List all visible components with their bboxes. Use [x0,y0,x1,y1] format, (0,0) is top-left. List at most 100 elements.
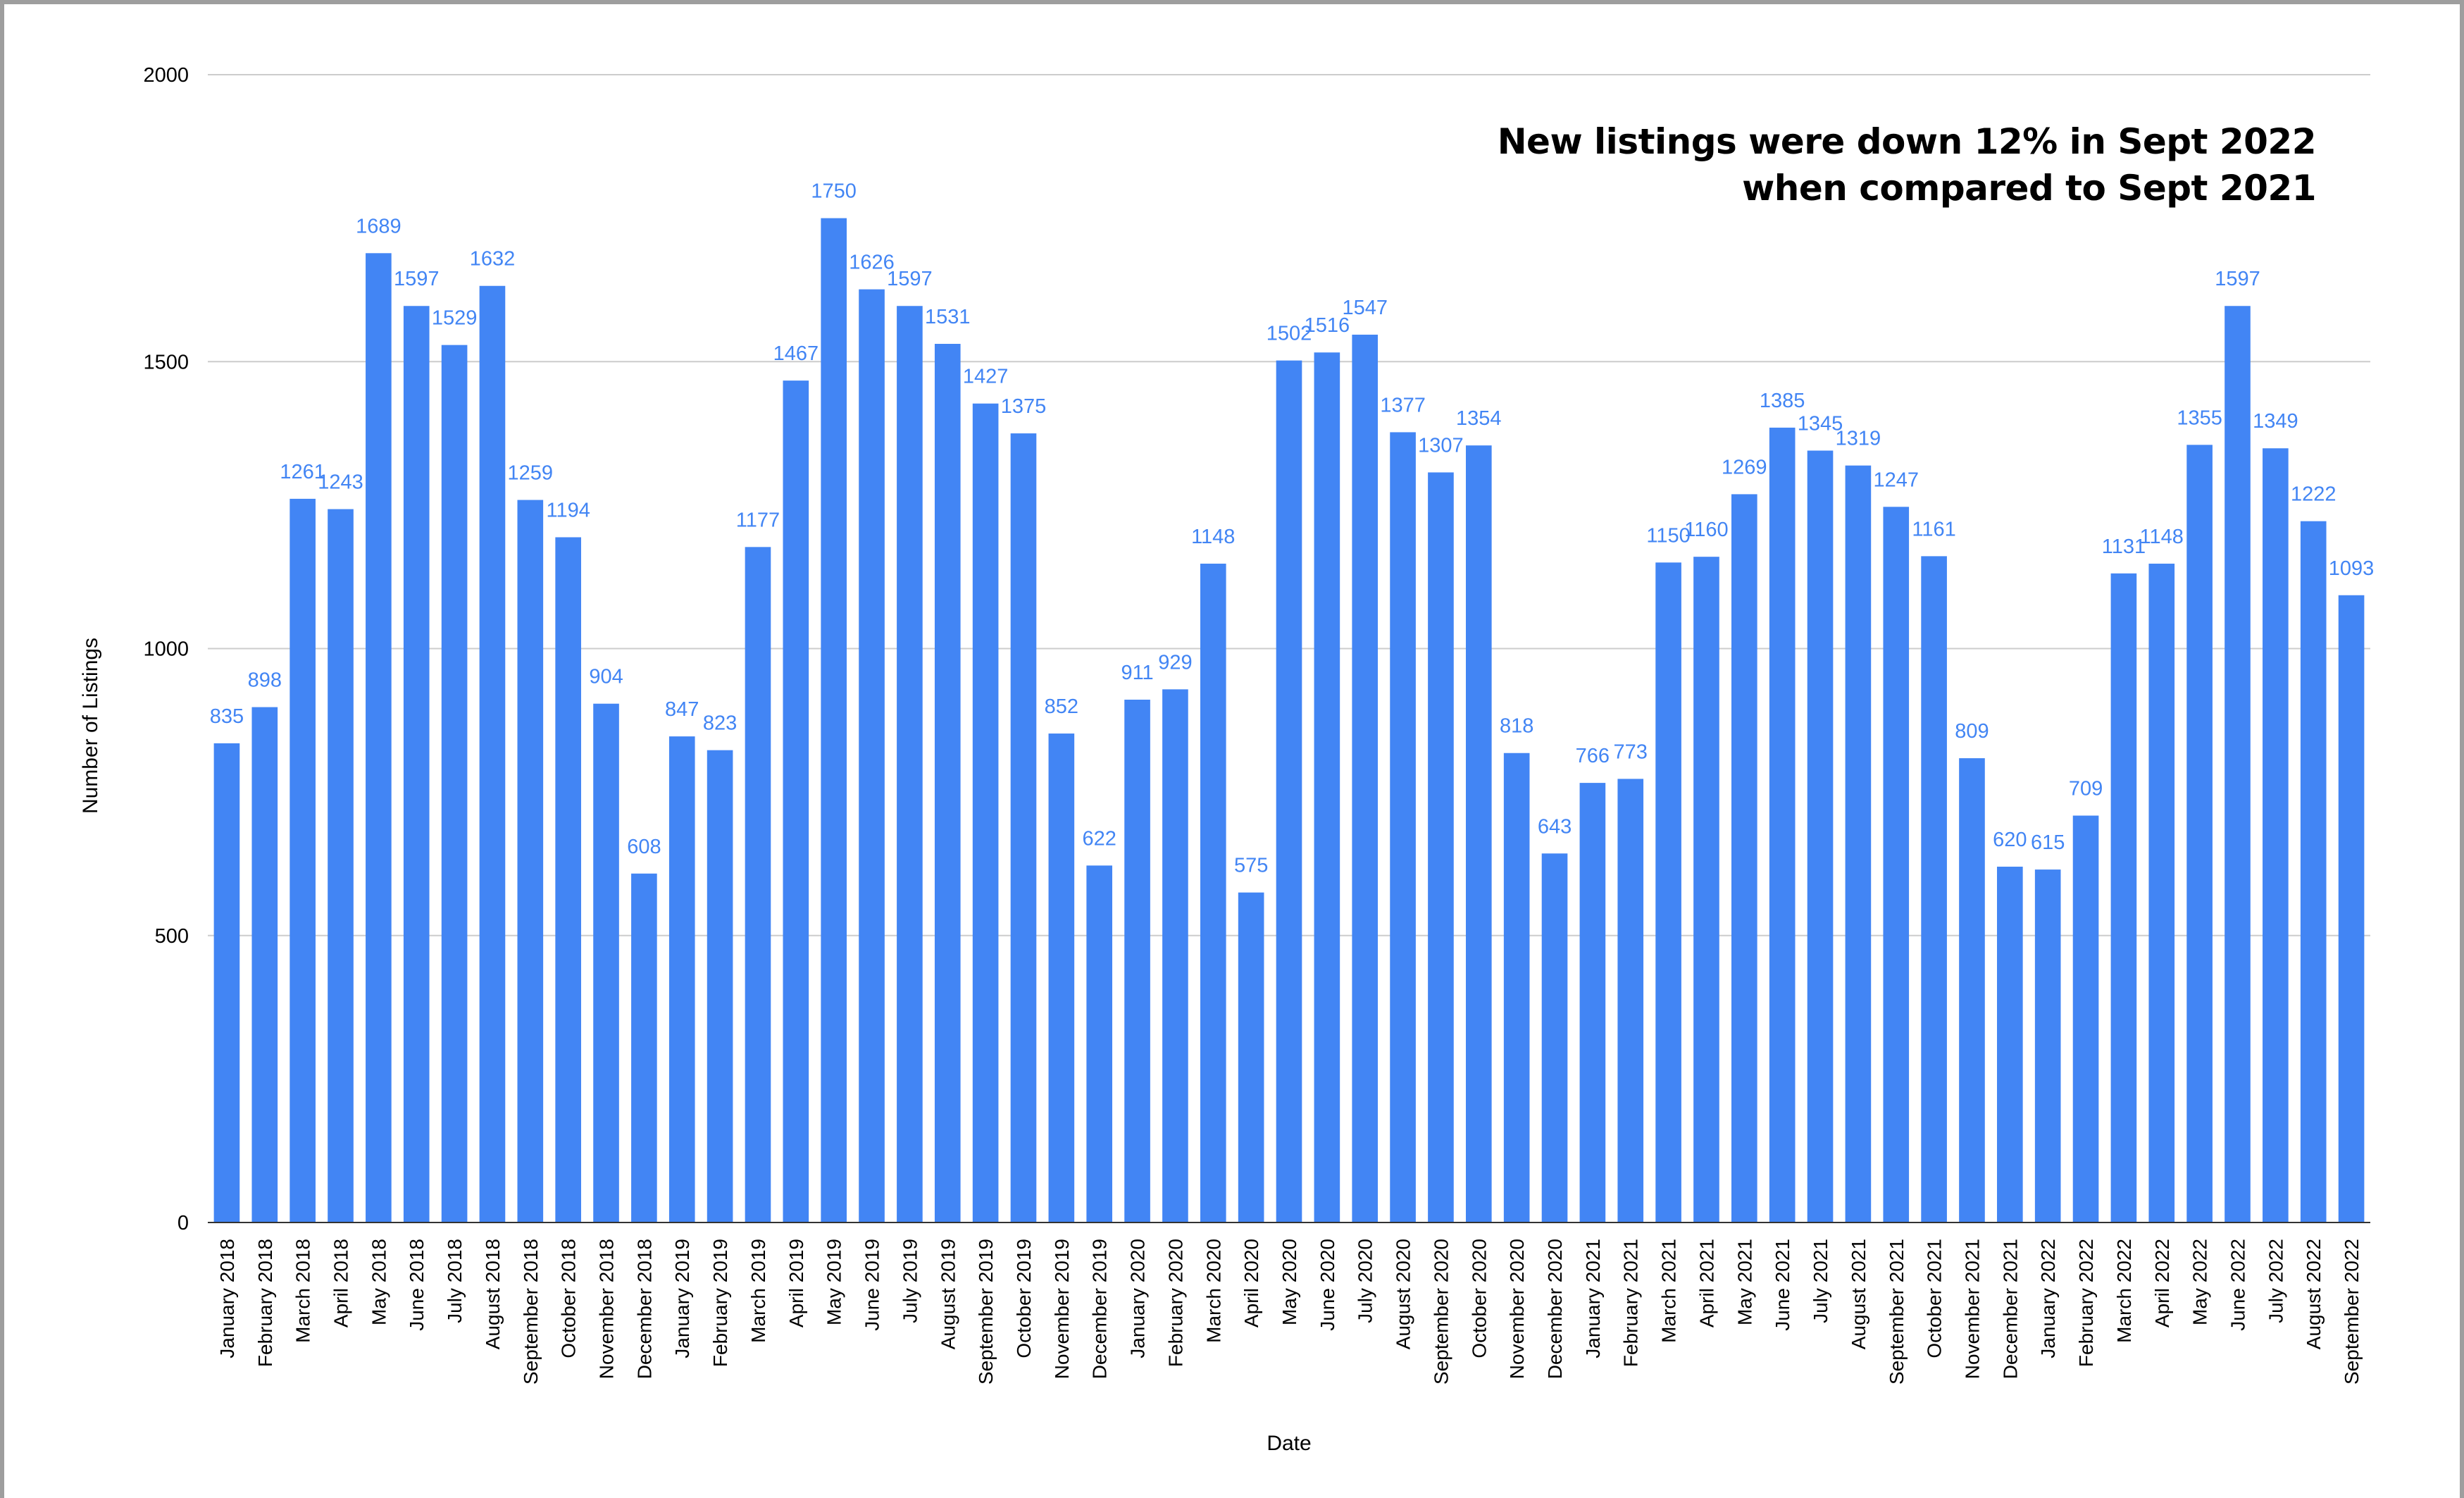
data-label: 1259 [508,462,554,485]
data-label: 1502 [1267,323,1312,345]
x-tick-label: June 2019 [861,1239,883,1331]
x-tick-label: September 2020 [1430,1239,1452,1385]
bar [707,750,733,1222]
bar [1390,432,1416,1222]
data-label: 608 [627,836,661,858]
data-label: 835 [210,705,244,728]
data-label: 1467 [773,342,819,365]
x-tick-label: May 2022 [2189,1239,2211,1325]
x-tick-label: August 2020 [1393,1239,1414,1349]
x-tick-label: March 2019 [747,1239,769,1343]
x-tick-label: July 2020 [1355,1239,1376,1323]
bar [2072,815,2099,1222]
bars [213,218,2365,1223]
data-label: 1148 [2140,526,2184,548]
x-tick-label: July 2021 [1810,1239,1831,1323]
x-tick-label: February 2022 [2075,1239,2097,1367]
data-label: 1148 [1191,526,1235,548]
x-tick-label: November 2021 [1961,1239,1983,1379]
x-tick-label: February 2020 [1164,1239,1186,1367]
x-tick-label: March 2022 [2113,1239,2135,1343]
x-tick-label: September 2018 [520,1239,542,1385]
x-tick-label: November 2018 [596,1239,618,1379]
x-tick-label: December 2021 [1999,1239,2021,1379]
x-tick-label: August 2019 [937,1239,959,1349]
bar [2263,448,2289,1222]
bar [2186,445,2213,1222]
bar [1693,557,1719,1222]
x-tick-label: August 2021 [1848,1239,1869,1349]
data-label: 1597 [394,268,440,290]
bar [1845,465,1872,1222]
x-tick-label: March 2021 [1658,1239,1680,1343]
x-tick-label: June 2022 [2227,1239,2248,1331]
bar [1086,865,1113,1222]
data-label: 1131 [2102,536,2146,558]
x-tick-label: July 2018 [444,1239,466,1323]
annotation-line-2: when compared to Sept 2021 [1742,168,2316,209]
data-label: 1243 [318,471,363,494]
bar [1959,758,1985,1222]
bar [1352,334,1379,1222]
x-tick-label: December 2018 [633,1239,655,1379]
data-label: 1319 [1836,428,1881,450]
bar [1617,779,1644,1222]
bar [1541,853,1568,1222]
x-axis-ticks: January 2018 February 2018 March 2018 April… [216,1239,2363,1385]
bar [1503,753,1530,1222]
y-axis-ticks: 0 500 1000 1500 2000 [143,64,189,1234]
bar [2338,595,2365,1222]
x-tick-label: December 2020 [1544,1239,1566,1379]
bar [631,873,657,1222]
x-tick-label: September 2021 [1886,1239,1908,1385]
bar [821,218,847,1222]
bar [1579,783,1606,1222]
x-tick-label: May 2019 [823,1239,845,1325]
data-label: 1161 [1912,518,1955,540]
data-label: 1750 [811,180,857,203]
data-label: 898 [248,669,282,692]
bar [328,509,354,1222]
data-label: 1354 [1456,407,1502,430]
bar [441,345,468,1222]
bar [1921,556,1947,1222]
x-tick-label: October 2019 [1013,1239,1035,1358]
data-label: 773 [1614,741,1648,763]
x-tick-label: March 2018 [292,1239,314,1343]
data-label: 904 [589,666,623,688]
data-label: 852 [1045,695,1078,718]
y-tick-label: 1500 [143,351,189,373]
data-label: 911 [1121,662,1153,684]
data-label: 643 [1538,815,1572,838]
data-label: 620 [1993,829,2027,851]
bar [1276,360,1302,1223]
bar [1655,562,1681,1222]
data-label: 818 [1500,715,1533,738]
y-tick-label: 2000 [143,64,189,87]
bar [972,403,999,1222]
bar [1314,352,1340,1222]
bar [859,289,885,1222]
bar [2225,306,2251,1222]
x-tick-label: May 2021 [1734,1239,1755,1325]
x-tick-label: November 2020 [1506,1239,1528,1379]
bar [1807,450,1834,1222]
data-label: 615 [2031,831,2065,854]
x-tick-label: February 2021 [1620,1239,1642,1367]
data-label: 1355 [2177,407,2222,429]
data-label: 1194 [546,499,590,521]
x-tick-label: April 2022 [2151,1239,2173,1327]
chart-annotation: New listings were down 12% in Sept 2022 … [1498,118,2317,211]
x-tick-label: January 2019 [671,1239,693,1358]
bar [555,537,581,1222]
x-tick-label: February 2019 [709,1239,731,1367]
x-tick-label: October 2020 [1468,1239,1490,1358]
data-label: 1385 [1760,390,1805,412]
x-tick-label: June 2018 [406,1239,428,1331]
x-tick-label: June 2021 [1772,1239,1793,1331]
bar [2148,563,2175,1222]
data-label: 847 [665,698,699,721]
bar [251,707,278,1222]
x-tick-label: January 2022 [2037,1239,2059,1358]
